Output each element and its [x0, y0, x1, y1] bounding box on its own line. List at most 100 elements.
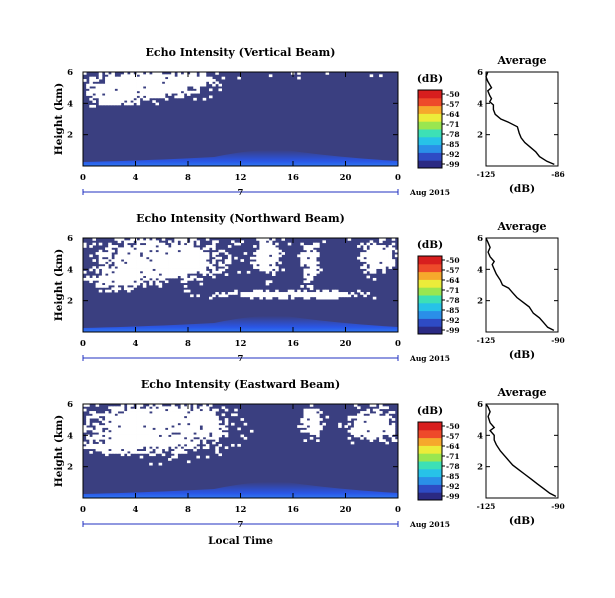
x-tick-label: 0 [395, 173, 401, 183]
colorbar-tick-label: -57 [446, 266, 460, 275]
date-suffix: Aug 2015 [409, 188, 450, 197]
average-y-tick-label: 4 [477, 265, 483, 275]
colorbar-tick-label: -78 [446, 130, 460, 139]
average-x-tick-label: -90 [551, 502, 565, 511]
average-y-tick-label: 2 [477, 463, 483, 473]
colorbar-swatch [418, 445, 442, 454]
date-label: 7 [238, 188, 244, 198]
x-tick-label: 20 [340, 339, 352, 349]
no-data-region [83, 238, 399, 300]
x-tick-label: 20 [340, 173, 352, 183]
x-axis-label: Local Time [208, 535, 273, 547]
colorbar-tick-label: -99 [446, 492, 460, 501]
average-y-tick-label: 2 [477, 297, 483, 307]
colorbar-tick-label: -78 [446, 296, 460, 305]
colorbar-tick-label: -57 [446, 100, 460, 109]
colorbar-swatch [418, 105, 442, 114]
average-profile-line [485, 237, 555, 332]
average-profile: Average 2 4 6 -125 -86 (dB) [477, 54, 565, 195]
x-tick-label: 4 [133, 339, 139, 349]
colorbar-swatch [418, 90, 442, 99]
date-suffix: Aug 2015 [409, 354, 450, 363]
colorbar-swatch [418, 263, 442, 273]
surface-echo-layer [83, 315, 398, 332]
colorbar-swatch [418, 492, 442, 501]
colorbar-swatch [418, 121, 442, 130]
average-frame [485, 237, 559, 333]
panel-title: Echo Intensity (Eastward Beam) [141, 378, 340, 391]
colorbar-tick-label: -57 [446, 432, 460, 441]
colorbar-swatch [418, 152, 442, 161]
surface-echo-layer [83, 149, 398, 166]
average-y-tick-label: 4 [477, 99, 483, 109]
colorbar-tick-label: -92 [446, 316, 460, 325]
colorbar-swatch [418, 295, 442, 304]
colorbar-tick-label: -99 [446, 326, 460, 335]
colorbar-swatch [418, 461, 442, 470]
colorbar-tick-label: -64 [446, 276, 460, 285]
colorbar-tick-label: -71 [446, 286, 460, 295]
average-y-tick-label: 6 [477, 400, 483, 410]
colorbar-swatch [418, 113, 442, 122]
y-tick-label: 6 [67, 234, 73, 244]
y-axis-label: Height (km) [53, 83, 65, 155]
x-tick-label: 0 [395, 339, 401, 349]
colorbar-tick-label: -85 [446, 306, 460, 315]
average-frame [485, 403, 559, 499]
colorbar-title: (dB) [417, 73, 443, 85]
date-label: 7 [238, 354, 244, 364]
y-tick-label: 2 [67, 297, 73, 307]
colorbar-swatch [418, 468, 442, 478]
colorbar-tick-label: -64 [446, 442, 460, 451]
average-y-tick-label: 2 [477, 131, 483, 141]
x-tick-label: 20 [340, 505, 352, 515]
x-tick-label: 12 [235, 173, 247, 183]
average-profile-line [485, 71, 555, 166]
average-title: Average [496, 54, 546, 67]
average-y-tick-label: 4 [477, 431, 483, 441]
colorbar-tick-label: -64 [446, 110, 460, 119]
colorbar-tick-label: -92 [446, 482, 460, 491]
average-x-tick-label: -125 [477, 170, 496, 179]
colorbar-swatch [418, 97, 442, 107]
colorbar-tick-label: -92 [446, 150, 460, 159]
date-suffix: Aug 2015 [409, 520, 450, 529]
colorbar-swatch [418, 271, 442, 280]
average-profile: Average 2 4 6 -125 -90 (dB) [477, 220, 565, 361]
x-tick-label: 4 [133, 505, 139, 515]
colorbar-tick-label: -50 [446, 90, 460, 99]
average-profile-line [485, 403, 557, 498]
colorbar-tick-label: -71 [446, 120, 460, 129]
x-tick-label: 0 [80, 505, 86, 515]
colorbar-frame [417, 421, 443, 501]
x-tick-label: 8 [185, 339, 191, 349]
y-axis-label: Height (km) [53, 249, 65, 321]
average-frame [485, 71, 559, 167]
colorbar-swatch [418, 279, 442, 288]
average-x-tick-label: -90 [551, 336, 565, 345]
average-x-label: (dB) [509, 183, 535, 195]
x-tick-label: 0 [80, 339, 86, 349]
colorbar-swatch [418, 302, 442, 312]
colorbar-swatch [418, 437, 442, 446]
colorbar-swatch [418, 129, 442, 138]
x-tick-label: 16 [287, 173, 299, 183]
y-tick-label: 4 [67, 99, 73, 109]
colorbar-swatch [418, 318, 442, 327]
no-data-region [83, 404, 399, 466]
x-tick-label: 12 [235, 505, 247, 515]
colorbar-swatch [418, 476, 442, 485]
panel-title: Echo Intensity (Vertical Beam) [145, 46, 335, 59]
colorbar-tick-label: -99 [446, 160, 460, 169]
colorbar-frame [417, 89, 443, 169]
colorbar-title: (dB) [417, 239, 443, 251]
x-tick-label: 16 [287, 505, 299, 515]
colorbar-tick-label: -50 [446, 256, 460, 265]
colorbar-swatch [418, 144, 442, 153]
colorbar-swatch [418, 136, 442, 146]
y-tick-label: 4 [67, 431, 73, 441]
colorbar-swatch [418, 287, 442, 296]
x-tick-label: 0 [80, 173, 86, 183]
x-tick-label: 12 [235, 339, 247, 349]
